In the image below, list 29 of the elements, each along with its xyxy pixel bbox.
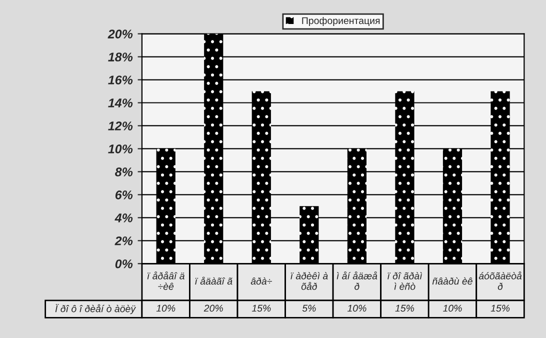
y-tick-label: 0% [115,259,133,268]
y-tick-label: 8% [115,168,133,176]
y-tick-label: 4% [114,214,133,222]
x-tick-label: ï àðèêì à õåð [290,272,328,290]
data-label: 15% [252,304,271,312]
x-tick-label: ï åðåâî ä ÷èê [147,271,184,290]
data-label: 10% [347,304,366,312]
data-label: 15% [395,304,414,312]
x-tick-label: ï ðî ãðàì ì èñò [388,272,422,290]
x-tick-label: âðà÷ [250,277,272,285]
x-tick-label: áóõãàëòå ð [478,271,522,290]
data-label: 20% [204,304,223,312]
data-label: 10% [443,304,462,312]
y-tick-label: 10% [108,144,133,154]
x-tick-label: ñâàðù èê [432,277,472,285]
y-tick-label: 14% [108,98,133,108]
y-tick-label: 6% [115,190,133,200]
data-label: 5% [302,304,316,312]
x-tick-label: ï åäàãî ã [195,276,232,285]
text: Ï ðî ô î ðèåí ò àöèÿ [55,304,136,314]
y-tick-label: 20% [108,30,133,38]
y-tick-label: 16% [108,76,133,84]
data-label: 15% [490,304,510,312]
legend-label: Профориентация [302,16,380,26]
y-tick-label: 18% [108,52,133,62]
y-tick-label: 12% [108,122,133,130]
x-tick-label: ì åí åäæå ð [336,271,378,290]
data-label: 10% [156,304,176,312]
y-tick-label: 2% [114,236,133,246]
